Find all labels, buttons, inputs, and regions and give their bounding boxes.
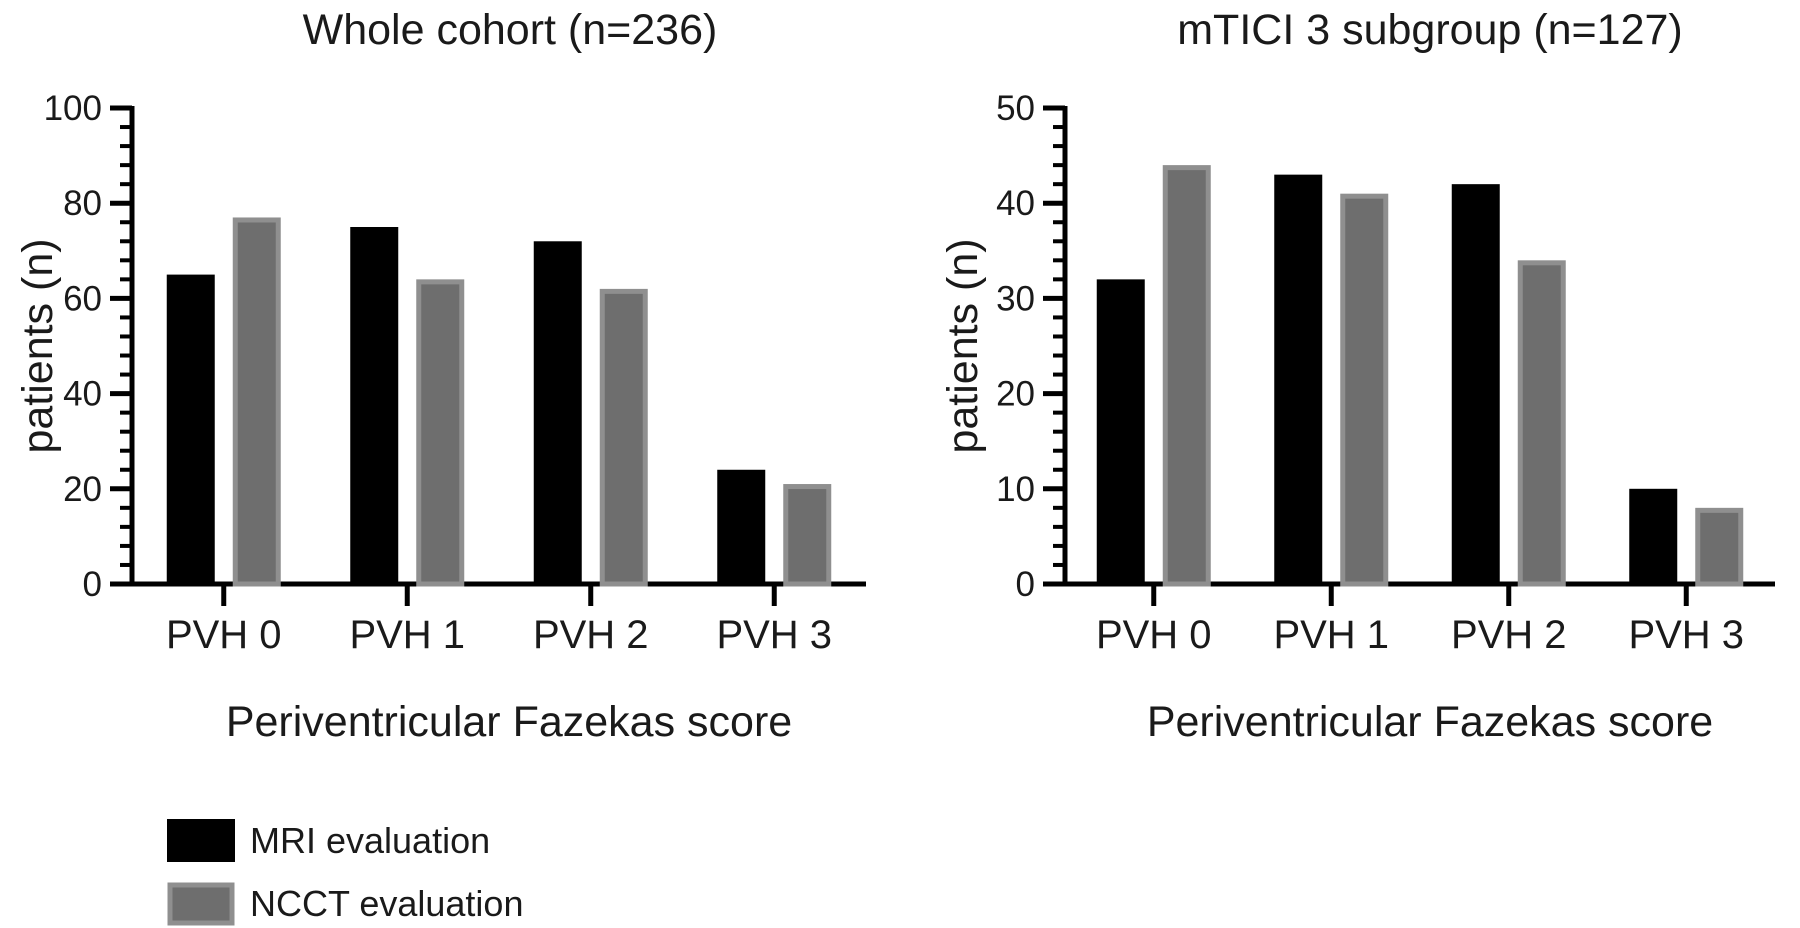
y-tick-label: 60: [63, 279, 102, 318]
bar-ncct-pvh-3: [783, 484, 832, 587]
bar-ncct-pvh-2: [1517, 260, 1566, 587]
y-tick-label: 20: [63, 470, 102, 509]
bar-mri-pvh-2: [533, 241, 582, 584]
x-axis-label: Periventricular Fazekas score: [226, 698, 792, 746]
legend-label: NCCT evaluation: [250, 883, 523, 924]
y-tick-label: 40: [996, 184, 1035, 223]
y-axis-label: patients (n): [14, 238, 62, 453]
chart-title: mTICI 3 subgroup (n=127): [1177, 6, 1683, 54]
y-tick-label: 10: [996, 470, 1035, 509]
x-tick-label: PVH 3: [1628, 613, 1744, 657]
x-tick-label: PVH 1: [1273, 613, 1389, 657]
bar-mri-pvh-1: [350, 227, 399, 584]
legend-swatch-ncct: [167, 882, 235, 926]
y-axis-label: patients (n): [939, 238, 987, 453]
bar-ncct-pvh-1: [416, 279, 465, 587]
x-tick-label: PVH 0: [1096, 613, 1212, 657]
legend-label: MRI evaluation: [250, 820, 490, 861]
x-tick-label: PVH 1: [349, 613, 465, 657]
chart-panel-whole-cohort: Whole cohort (n=236) 0 20 40 60 80 100 patients…: [14, 6, 866, 746]
x-axis-label: Periventricular Fazekas score: [1147, 698, 1713, 746]
bar-ncct-pvh-1: [1340, 193, 1389, 587]
legend-swatch-mri: [167, 819, 235, 862]
bar-ncct-pvh-0: [1162, 165, 1211, 587]
y-tick-label: 0: [83, 565, 102, 604]
bar-ncct-pvh-3: [1695, 507, 1744, 587]
chart-panel-mtici3-subgroup: mTICI 3 subgroup (n=127) 0 10 20 30 40 50 patie…: [939, 6, 1775, 746]
x-tick-label: PVH 2: [1451, 613, 1567, 657]
y-tick-label: 30: [996, 279, 1035, 318]
chart-title: Whole cohort (n=236): [303, 6, 718, 54]
legend: MRI evaluation NCCT evaluation: [167, 819, 523, 926]
bar-ncct-pvh-0: [232, 217, 281, 587]
y-tick-label: 50: [996, 89, 1035, 128]
bar-mri-pvh-3: [717, 469, 766, 584]
y-tick-label: 100: [44, 89, 102, 128]
bar-mri-pvh-1: [1274, 174, 1323, 584]
bar-mri-pvh-2: [1451, 184, 1500, 584]
y-tick-label: 0: [1016, 565, 1035, 604]
bar-ncct-pvh-2: [599, 288, 648, 587]
y-tick-label: 80: [63, 184, 102, 223]
bar-mri-pvh-3: [1629, 488, 1678, 584]
bar-mri-pvh-0: [1096, 279, 1145, 584]
x-tick-label: PVH 3: [716, 613, 832, 657]
y-tick-label: 20: [996, 375, 1035, 414]
x-tick-label: PVH 2: [533, 613, 649, 657]
bar-mri-pvh-0: [166, 274, 215, 584]
x-tick-label: PVH 0: [166, 613, 282, 657]
y-tick-label: 40: [63, 375, 102, 414]
